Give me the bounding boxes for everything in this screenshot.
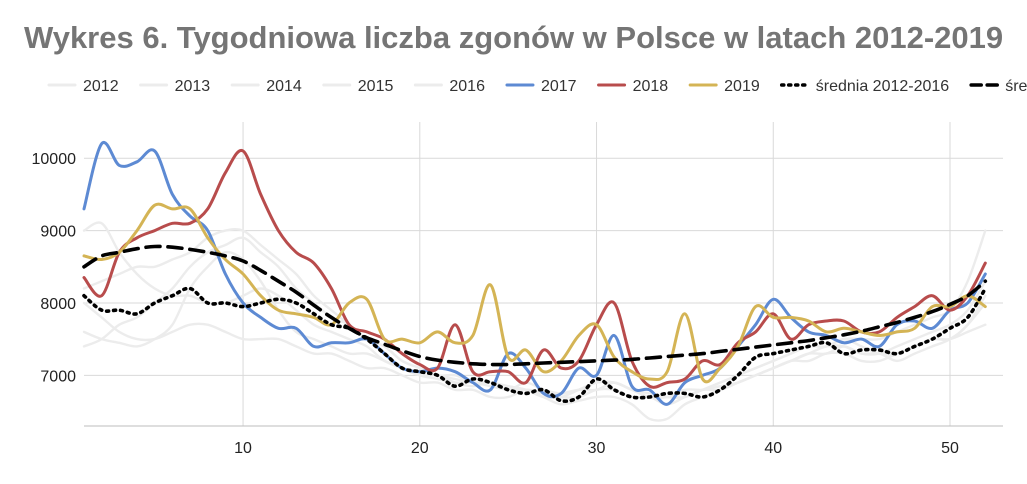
legend-label: 2014 — [266, 78, 302, 95]
series-line-2016 — [82, 221, 987, 399]
y-tick-label: 7000 — [40, 368, 76, 385]
legend-item: średnia 2017-2019 — [969, 78, 1027, 95]
legend-item: średnia 2012-2016 — [779, 78, 950, 95]
legend-label: 2015 — [358, 78, 394, 95]
axis-tick-labels: 7000 8000 9000 10000 10 20 30 40 50 — [32, 151, 959, 457]
legend-item: 2012 — [47, 78, 119, 95]
x-tick-label: 10 — [234, 440, 252, 457]
series-line--rednia-2012-2016 — [82, 286, 988, 403]
legend-item: 2014 — [230, 78, 302, 95]
legend-label: 2018 — [633, 78, 669, 95]
legend-item: 2013 — [139, 78, 211, 95]
legend-item: 2018 — [597, 78, 669, 95]
series-lines — [82, 140, 988, 422]
legend-label: 2019 — [724, 78, 760, 95]
legend: 2012 2013 2014 2015 2016 2017 2018 2019 średnia … — [47, 78, 1027, 95]
y-tick-label: 10000 — [32, 151, 77, 168]
x-tick-label: 30 — [588, 440, 606, 457]
y-tick-label: 8000 — [40, 296, 76, 313]
legend-label: 2013 — [175, 78, 211, 95]
legend-label: średnia 2012-2016 — [816, 78, 950, 95]
y-tick-label: 9000 — [40, 224, 76, 241]
legend-item: 2016 — [413, 78, 485, 95]
legend-item: 2017 — [505, 78, 577, 95]
legend-label: 2016 — [449, 78, 485, 95]
grid — [84, 122, 1003, 427]
series-line--rednia-2017-2019 — [82, 244, 988, 367]
legend-label: średnia 2017-2019 — [1005, 78, 1027, 95]
chart-title: Wykres 6. Tygodniowa liczba zgonów w Pol… — [24, 20, 1004, 55]
legend-item: 2019 — [688, 78, 760, 95]
x-tick-label: 40 — [764, 440, 782, 457]
series-line-2018 — [82, 148, 987, 389]
x-tick-label: 20 — [411, 440, 429, 457]
legend-label: 2017 — [541, 78, 577, 95]
legend-label: 2012 — [83, 78, 119, 95]
legend-item: 2015 — [322, 78, 394, 95]
series-line-2015 — [82, 228, 987, 422]
series-line-2017 — [82, 140, 987, 406]
x-tick-label: 50 — [941, 440, 959, 457]
series-line-2014 — [82, 301, 987, 406]
